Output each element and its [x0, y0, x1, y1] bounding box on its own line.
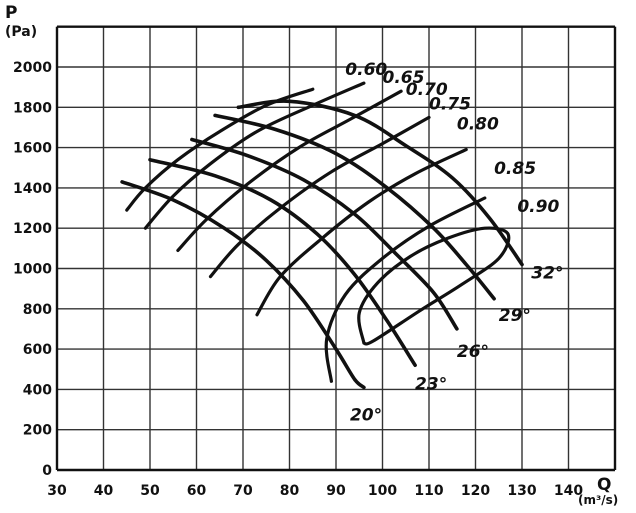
efficiency-curve-label: 0.65 — [383, 68, 425, 88]
efficiency-curve — [208, 115, 431, 279]
x-tick-label: 130 — [507, 483, 536, 499]
x-tick-label: 100 — [368, 483, 397, 499]
blade-angle-label: 32° — [531, 264, 563, 284]
y-tick-labels: 0 200 400 600 800 1000 1200 1400 1600 1800 2000 — [13, 60, 52, 479]
blade-angle-curve — [148, 157, 417, 367]
efficiency-curve-label: 0.80 — [457, 114, 499, 134]
efficiency-curve — [324, 196, 487, 383]
x-axis-label: Q — [597, 475, 611, 495]
y-tick-label: 1200 — [13, 221, 52, 237]
efficiency-curve-label: 0.70 — [406, 80, 448, 100]
y-tick-label: 1400 — [13, 181, 52, 197]
y-tick-label: 0 — [42, 463, 52, 479]
blade-angle-label: 23° — [415, 374, 447, 394]
x-tick-label: 140 — [554, 483, 583, 499]
x-tick-label: 50 — [140, 483, 160, 499]
blade-angle-label: 26° — [457, 342, 489, 362]
efficiency-curve — [255, 148, 468, 317]
y-tick-label: 600 — [23, 342, 52, 358]
x-tick-label: 70 — [233, 483, 253, 499]
axes — [55, 25, 617, 472]
x-tick-label: 80 — [280, 483, 300, 499]
y-tick-label: 800 — [23, 302, 52, 318]
blade-angle-label: 29° — [499, 306, 531, 326]
efficiency-curve — [357, 226, 511, 346]
blade-angle-curve — [213, 113, 496, 301]
y-tick-label: 200 — [23, 423, 52, 439]
efficiency-curve-label: 0.90 — [517, 197, 559, 217]
x-tick-label: 30 — [47, 483, 67, 499]
efficiency-curve-label: 0.75 — [429, 94, 471, 114]
y-tick-label: 1600 — [13, 141, 52, 157]
blade-angle-curves — [120, 99, 524, 390]
x-tick-label: 60 — [187, 483, 207, 499]
efficiency-curve-label: 0.60 — [345, 60, 387, 80]
y-tick-label: 1000 — [13, 262, 52, 278]
y-tick-label: 2000 — [13, 60, 52, 76]
blade-angle-label: 20° — [350, 406, 382, 426]
blade-angle-curve — [120, 180, 366, 390]
y-axis-label: P — [5, 3, 17, 23]
efficiency-curve-label: 0.85 — [494, 159, 536, 179]
x-tick-label: 120 — [461, 483, 490, 499]
x-tick-label: 40 — [94, 483, 114, 499]
y-axis-unit: (Pa) — [5, 24, 37, 40]
y-tick-label: 1800 — [13, 100, 52, 116]
x-tick-label: 110 — [414, 483, 443, 499]
blade-angle-curve — [190, 137, 459, 331]
blade-angle-curve — [236, 99, 524, 267]
grid — [56, 26, 616, 471]
curve-labels: 0.600.650.700.750.80 0.85 0.90 20° 23° 26° 29°… — [345, 60, 563, 426]
y-tick-label: 400 — [23, 382, 52, 398]
x-tick-label: 90 — [326, 483, 346, 499]
x-axis-unit: (m³/s) — [578, 493, 618, 507]
x-tick-labels: 30 40 50 60 70 80 90 100 110 120 130 140 — [47, 483, 583, 499]
